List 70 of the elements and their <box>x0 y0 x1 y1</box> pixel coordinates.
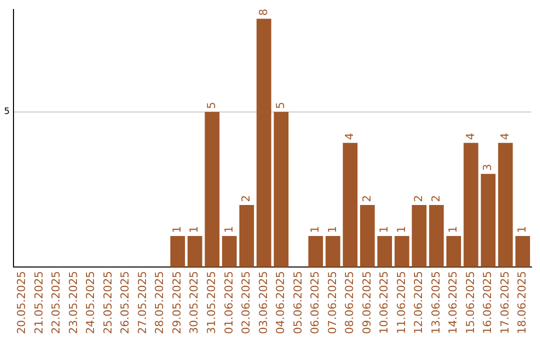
bar <box>480 174 496 268</box>
x-tick-label: 10.06.2025 <box>378 271 391 334</box>
data-label: 1 <box>308 226 322 233</box>
data-label: 5 <box>274 102 288 109</box>
data-label: 4 <box>343 132 356 140</box>
bar <box>515 236 530 268</box>
x-tick-label: 30.05.2025 <box>188 271 201 334</box>
data-label: 4 <box>498 132 512 140</box>
x-tick-label: 25.05.2025 <box>101 271 114 334</box>
x-tick-label: 08.06.2025 <box>343 271 356 334</box>
data-label: 1 <box>446 226 460 233</box>
bar <box>464 142 478 268</box>
data-label: 1 <box>394 226 408 233</box>
data-label: 1 <box>516 226 529 233</box>
x-tick-label: 07.06.2025 <box>326 271 339 334</box>
data-label: 1 <box>378 226 391 233</box>
bar <box>326 236 340 268</box>
data-label: 2 <box>360 194 374 202</box>
x-tick-label: 23.05.2025 <box>66 271 80 334</box>
bar <box>377 236 392 268</box>
x-tick-label: 26.05.2025 <box>118 271 132 334</box>
bar <box>256 18 272 268</box>
x-tick-label: 31.05.2025 <box>205 271 218 334</box>
x-tick-label: 24.05.2025 <box>84 271 98 334</box>
x-tick-label: 06.06.2025 <box>308 271 322 334</box>
x-tick-label: 12.06.2025 <box>412 271 426 334</box>
data-label: 1 <box>326 226 339 233</box>
x-tick-label: 13.06.2025 <box>429 271 442 334</box>
bar <box>360 204 375 268</box>
x-tick-label: 29.05.2025 <box>170 271 184 334</box>
x-tick-label: 04.06.2025 <box>274 271 288 334</box>
bar <box>412 204 427 268</box>
x-tick-label: 11.06.2025 <box>394 271 408 334</box>
x-tick-label: 03.06.2025 <box>256 271 270 334</box>
bar <box>394 236 410 268</box>
data-label: 1 <box>188 226 201 233</box>
data-label: 3 <box>481 164 494 171</box>
x-tick-label: 21.05.2025 <box>32 271 46 334</box>
x-tick-label: 15.06.2025 <box>464 271 477 334</box>
data-label: 1 <box>170 226 184 233</box>
bar <box>204 112 220 268</box>
bar <box>342 142 358 268</box>
data-label: 2 <box>240 194 253 202</box>
x-tick-label: 16.06.2025 <box>481 271 494 334</box>
bar <box>308 236 323 268</box>
x-tick-label: 01.06.2025 <box>222 271 236 334</box>
bar <box>274 112 288 268</box>
x-tick-label: 02.06.2025 <box>240 271 253 334</box>
x-tick-label: 28.05.2025 <box>153 271 166 334</box>
data-label: 2 <box>412 194 426 202</box>
data-label: 8 <box>256 8 270 16</box>
bar <box>446 236 462 268</box>
data-label: 5 <box>205 102 218 109</box>
data-label: 2 <box>429 194 442 202</box>
x-tick-label: 22.05.2025 <box>50 271 63 334</box>
x-tick-label: 20.05.2025 <box>15 271 28 334</box>
x-tick-label: 14.06.2025 <box>446 271 460 334</box>
bar <box>498 142 513 268</box>
bar <box>188 236 202 268</box>
data-label: 1 <box>222 226 236 233</box>
bar <box>239 204 254 268</box>
x-tick-label: 17.06.2025 <box>498 271 512 334</box>
data-label: 4 <box>464 132 477 140</box>
x-tick-label: 18.06.2025 <box>516 271 529 334</box>
x-tick-label: 09.06.2025 <box>360 271 374 334</box>
bar <box>222 236 237 268</box>
x-tick-label: 27.05.2025 <box>136 271 149 334</box>
x-tick-label: 05.06.2025 <box>291 271 304 334</box>
bar <box>429 204 444 268</box>
bar <box>170 236 185 268</box>
